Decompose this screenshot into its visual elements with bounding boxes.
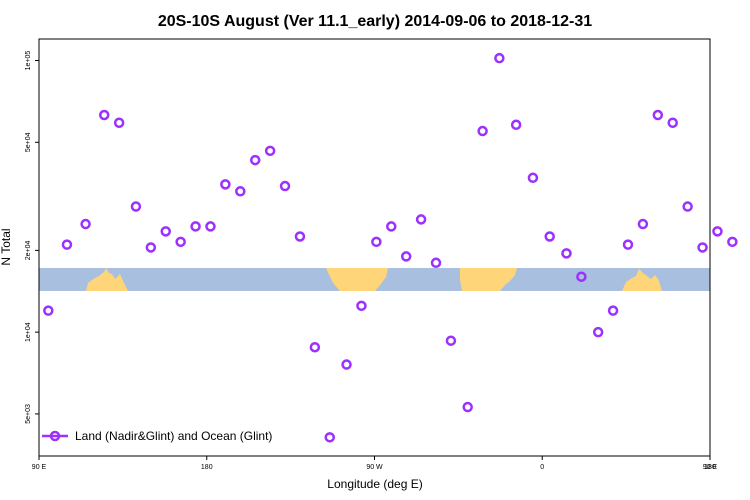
land-fill	[460, 268, 517, 291]
data-point	[190, 221, 201, 232]
x-tick-label: 90 E	[32, 464, 47, 471]
data-point	[279, 180, 291, 192]
data-point	[576, 271, 587, 282]
data-point	[98, 109, 110, 121]
data-points	[43, 52, 738, 443]
data-point	[712, 226, 723, 237]
y-tick-label: 1e+05	[25, 51, 32, 71]
data-point	[494, 52, 505, 64]
legend: Land (Nadir&Glint) and Ocean (Glint)	[42, 429, 272, 443]
data-point	[622, 239, 634, 250]
land-fill	[86, 268, 128, 291]
data-point	[356, 300, 367, 312]
y-tick-label: 2e+04	[25, 240, 32, 260]
x-tick-label: 180	[704, 464, 716, 471]
data-point	[160, 226, 171, 237]
legend-marker	[49, 430, 61, 442]
data-point	[130, 201, 142, 212]
data-point	[145, 242, 157, 253]
y-axis-label: N Total	[0, 228, 13, 265]
x-tick-label: 0	[540, 464, 544, 471]
data-point	[592, 326, 604, 338]
x-tick-label: 90 W	[366, 464, 383, 471]
data-point	[371, 236, 382, 248]
data-point	[637, 218, 649, 230]
data-point	[80, 218, 91, 230]
data-point	[415, 214, 427, 225]
data-point	[324, 432, 336, 443]
data-point	[477, 125, 488, 137]
data-point	[510, 119, 522, 131]
data-point	[697, 242, 708, 253]
data-point	[667, 117, 678, 129]
y-axis: 5e+03 1e+04 2e+04 5e+04 1e+05	[25, 51, 39, 424]
data-point	[527, 172, 539, 184]
data-point	[249, 154, 261, 166]
data-point	[462, 401, 473, 413]
plot-frame	[38, 38, 711, 457]
land-fill	[622, 269, 662, 291]
data-point	[43, 305, 54, 316]
data-point	[400, 251, 412, 262]
legend-label: Land (Nadir&Glint) and Ocean (Glint)	[75, 429, 272, 443]
data-point	[294, 231, 306, 242]
data-point	[264, 145, 276, 157]
data-point	[235, 186, 246, 197]
data-point	[727, 236, 738, 248]
x-tick-label: 180	[201, 464, 213, 471]
data-point	[544, 231, 555, 242]
data-point	[561, 248, 572, 259]
y-tick-label: 1e+04	[25, 322, 32, 342]
data-point	[61, 239, 73, 250]
data-point	[175, 236, 186, 248]
y-tick-label: 5e+04	[25, 132, 32, 152]
data-point	[205, 221, 216, 232]
data-point	[652, 109, 664, 121]
data-point	[445, 335, 457, 346]
data-point	[309, 341, 321, 353]
data-point	[607, 305, 619, 316]
y-tick-label: 5e+03	[25, 404, 32, 424]
data-point	[113, 117, 125, 129]
data-point	[682, 201, 693, 212]
data-point	[386, 221, 397, 232]
chart-title: 20S-10S August (Ver 11.1_early) 2014-09-…	[158, 13, 592, 30]
data-point	[220, 179, 231, 190]
x-axis-label: Longitude (deg E)	[327, 477, 422, 491]
data-point	[430, 257, 442, 269]
surface-band	[39, 268, 710, 291]
land-fill	[326, 268, 388, 291]
data-point	[341, 359, 352, 370]
x-tick-label: 90 E	[703, 464, 718, 471]
